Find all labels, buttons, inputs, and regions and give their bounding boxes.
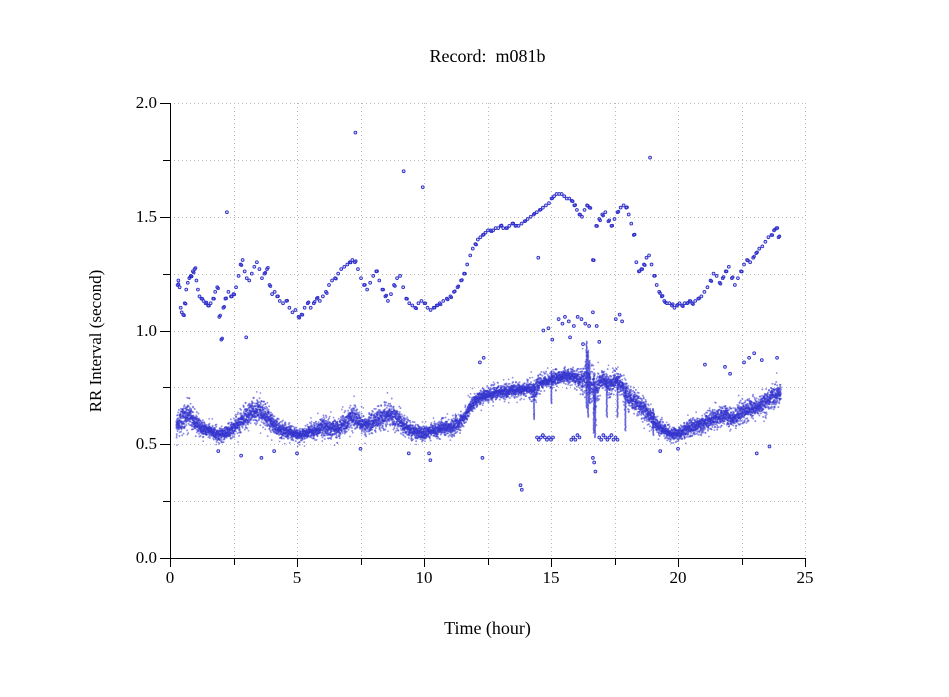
y-tick-label: 1.5: [135, 206, 157, 226]
y-tick-label: 0.0: [135, 548, 157, 567]
x-tick-label: 5: [292, 568, 302, 587]
y-axis-label: RR Interval (second): [86, 269, 105, 413]
y-tick-label: 1.0: [135, 320, 157, 340]
y-tick-label: 0.5: [135, 434, 157, 454]
y-tick-label: 2.0: [135, 93, 157, 112]
x-tick-label: 0: [165, 568, 175, 587]
x-tick-label: 10: [415, 568, 433, 587]
x-axis-label: Time (hour): [444, 618, 531, 638]
x-tick-label: 25: [796, 568, 814, 587]
chart-title: Record: m081b: [429, 46, 546, 66]
x-tick-label: 20: [669, 568, 687, 587]
x-tick-label: 15: [542, 568, 560, 587]
